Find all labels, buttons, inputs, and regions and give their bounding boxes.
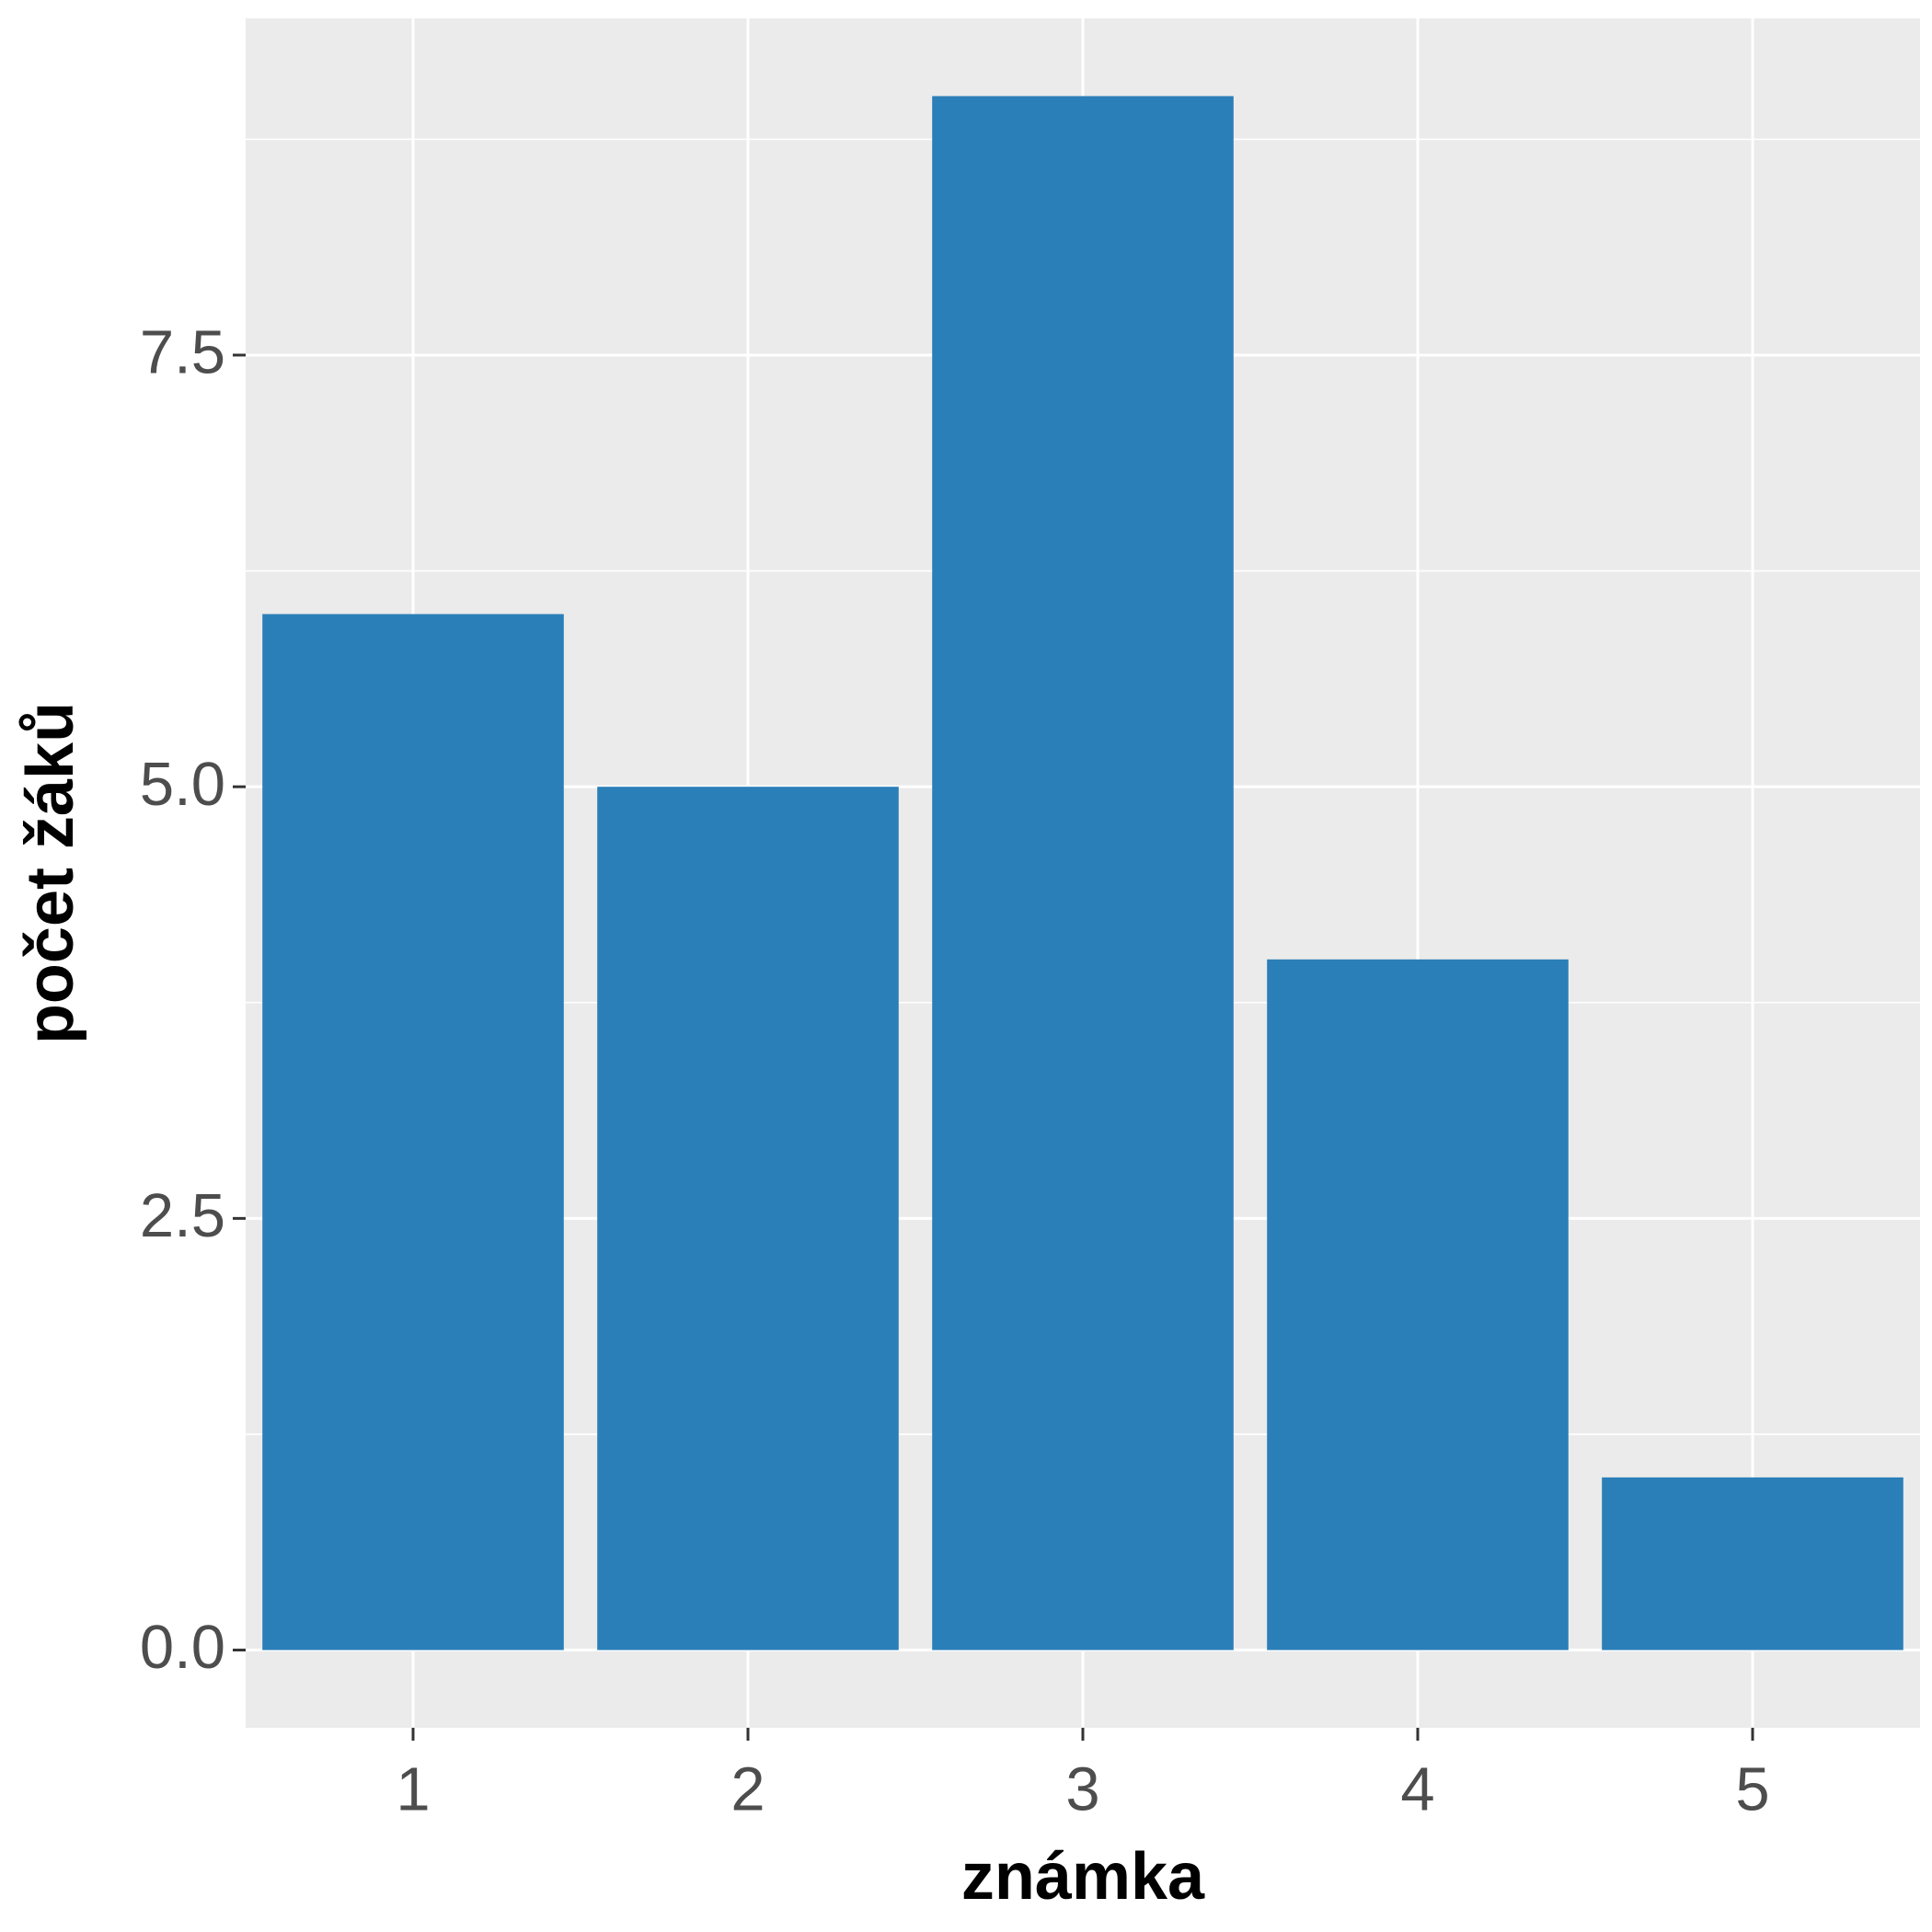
bar (262, 614, 564, 1650)
y-tick-label: 0.0 (140, 1613, 225, 1682)
bar (1602, 1477, 1903, 1650)
y-axis-title: počet žáků (14, 702, 87, 1044)
bar (1267, 959, 1569, 1650)
y-tick-label: 5.0 (140, 750, 225, 819)
x-tick-label: 1 (396, 1755, 430, 1824)
x-tick-label: 2 (730, 1755, 765, 1824)
x-tick-label: 3 (1065, 1755, 1099, 1824)
x-tick-label: 4 (1400, 1755, 1434, 1824)
bar (932, 96, 1234, 1650)
bar (597, 787, 899, 1650)
x-tick-label: 5 (1735, 1755, 1769, 1824)
y-tick-label: 2.5 (140, 1181, 225, 1250)
x-axis-title: známka (961, 1840, 1205, 1914)
y-tick-label: 7.5 (140, 318, 225, 387)
